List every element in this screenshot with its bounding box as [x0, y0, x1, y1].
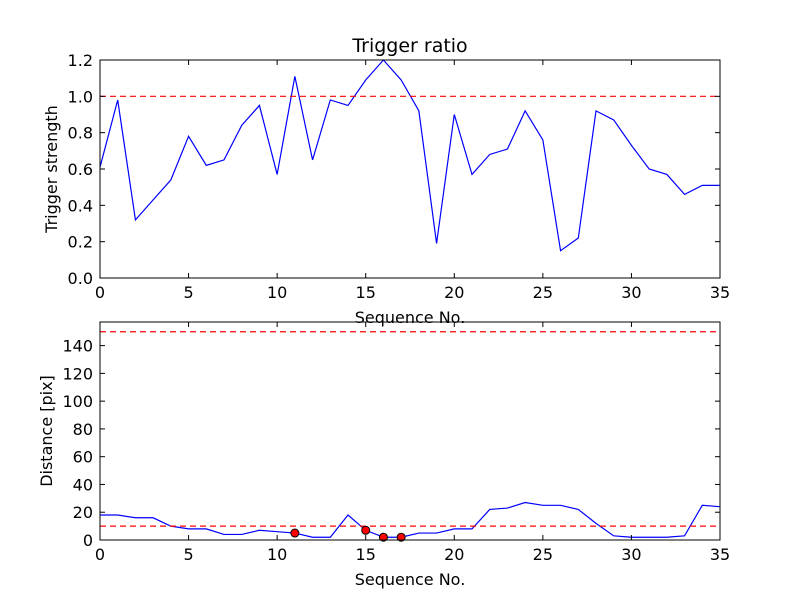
top-x-tick-label: 30 — [621, 283, 641, 302]
bottom-series-line-0 — [100, 501, 721, 538]
top-x-tick-label: 20 — [444, 283, 464, 302]
bottom-x-axis-label: Sequence No. — [355, 570, 466, 589]
top-x-axis-label: Sequence No. — [355, 308, 466, 327]
top-x-tick-label: 0 — [95, 283, 105, 302]
bottom-x-tick-label: 30 — [621, 545, 641, 564]
top-y-tick-label: 0.8 — [68, 124, 93, 143]
bottom-y-tick-label: 0 — [83, 531, 93, 550]
bottom-y-tick-label: 140 — [62, 337, 93, 356]
top-axes-frame — [99, 59, 721, 279]
top-chart-title: Trigger ratio — [351, 35, 467, 57]
top-y-tick-label: 0.4 — [68, 196, 93, 215]
top-x-tick-label: 15 — [356, 283, 376, 302]
bottom-y-axis-label: Distance [pix] — [37, 375, 56, 487]
bottom-axes-frame — [99, 321, 721, 541]
bottom-x-tick-label: 20 — [444, 545, 464, 564]
top-x-tick-label: 25 — [533, 283, 553, 302]
bottom-y-tick-label: 20 — [73, 503, 93, 522]
bottom-y-tick-label: 80 — [73, 420, 93, 439]
bottom-marker-point-2 — [378, 532, 388, 542]
top-y-tick-label: 0.2 — [68, 233, 93, 252]
top-y-axis-label: Trigger strength — [42, 105, 61, 234]
top-y-tick-label: 1.2 — [68, 51, 93, 70]
top-x-tick-label: 35 — [710, 283, 730, 302]
bottom-y-tick-label: 60 — [73, 448, 93, 467]
top-y-tick-label: 1.0 — [68, 87, 93, 106]
top-x-tick-label: 10 — [267, 283, 287, 302]
bottom-y-tick-label: 40 — [73, 475, 93, 494]
bottom-y-tick-label: 120 — [62, 364, 93, 383]
bottom-x-tick-label: 0 — [95, 545, 105, 564]
bottom-x-tick-label: 25 — [533, 545, 553, 564]
trigger-ratio-plot: 0 5 10 15 20 25 30 35 0.0 0.2 0.4 0.6 0.8 1.0 1.2 Trigg… — [42, 35, 730, 327]
bottom-x-tick-label: 5 — [183, 545, 193, 564]
bottom-x-tick-label: 10 — [267, 545, 287, 564]
top-series-line-0 — [99, 59, 720, 252]
bottom-marker-point-1 — [361, 525, 371, 535]
bottom-marker-point-0 — [290, 528, 300, 538]
bottom-x-tick-label: 35 — [710, 545, 730, 564]
bottom-y-tick-label: 100 — [62, 392, 93, 411]
top-y-tick-label: 0.6 — [68, 160, 93, 179]
top-y-tick-label: 0.0 — [68, 269, 93, 288]
bottom-x-tick-label: 15 — [356, 545, 376, 564]
bottom-marker-point-3 — [396, 532, 406, 542]
top-x-tick-label: 5 — [183, 283, 193, 302]
distance-plot: 0 5 10 15 20 25 30 35 0 20 40 60 80 100 120 140 Sequence… — [37, 321, 730, 589]
